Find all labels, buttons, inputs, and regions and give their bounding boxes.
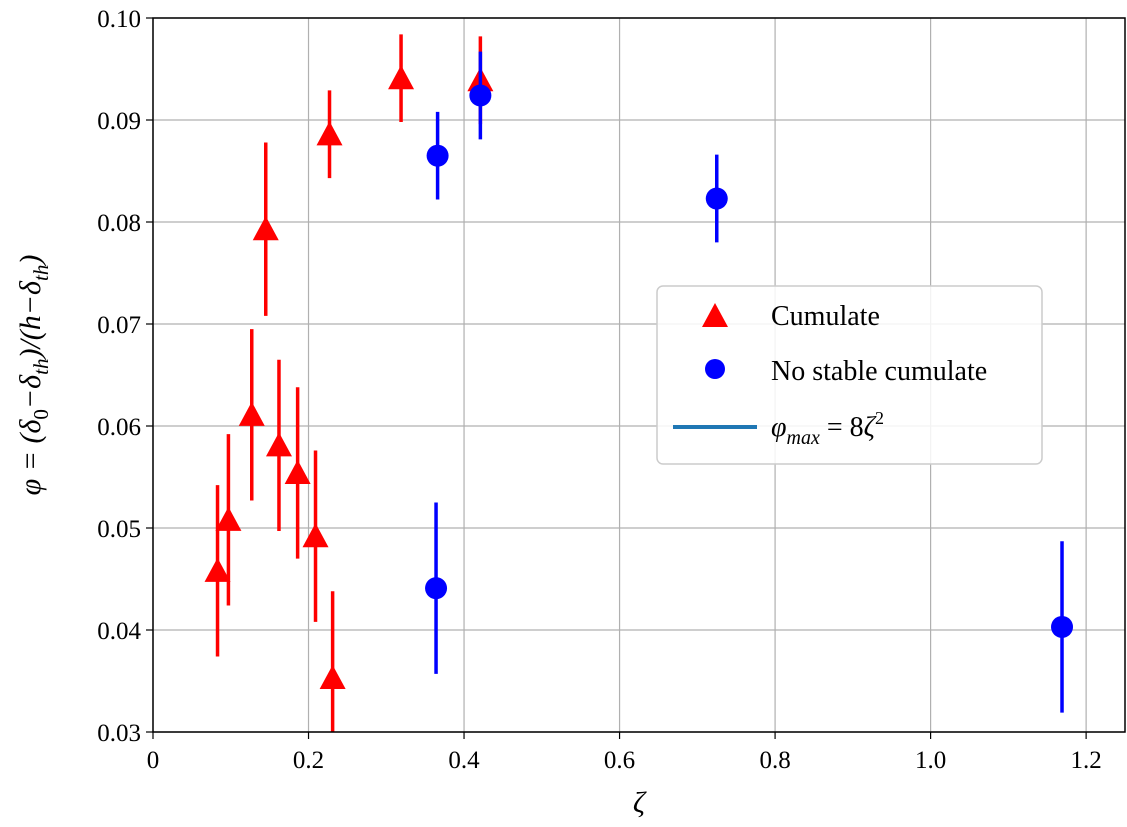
y-tick-label: 0.06	[97, 414, 141, 441]
y-tick-label: 0.07	[97, 312, 141, 339]
y-tick-label: 0.05	[97, 516, 141, 543]
cumulate-point	[252, 216, 279, 241]
legend-cumulate-marker	[702, 303, 728, 327]
x-tick-label: 0.8	[759, 747, 790, 774]
cumulate-point	[238, 401, 265, 426]
no-stable-cumulate-point	[469, 84, 492, 107]
no-stable-cumulate-point	[705, 187, 728, 210]
x-tick-label: 0	[147, 747, 160, 774]
no-stable-cumulate-point	[426, 144, 449, 167]
x-axis-title: ζ	[633, 786, 647, 819]
cumulate-point	[204, 557, 231, 582]
legend-curve-label: φmax = 8ζ2	[771, 408, 884, 449]
cumulate-point	[265, 432, 292, 457]
legend-box	[656, 285, 1043, 465]
cumulate-point	[284, 459, 311, 484]
legend: Cumulate No stable cumulate φmax = 8ζ2	[656, 285, 1043, 465]
legend-no-stable-label: No stable cumulate	[771, 356, 987, 387]
cumulate-point	[316, 121, 343, 146]
x-tick-label: 0.2	[293, 747, 324, 774]
no-stable-cumulate-point	[425, 577, 448, 600]
data-points	[204, 34, 1074, 732]
no-stable-cumulate-point	[1051, 615, 1074, 638]
legend-cumulate-label: Cumulate	[771, 301, 880, 332]
y-axis-title: φ = (δ0−δth)/(h−δth)	[14, 255, 53, 496]
cumulate-point	[388, 65, 415, 90]
y-tick-label: 0.09	[97, 108, 141, 135]
cumulate-point	[319, 664, 346, 689]
x-tick-label: 0.4	[448, 747, 480, 774]
x-tick-label: 1.0	[915, 747, 946, 774]
x-tick-label: 1.2	[1070, 747, 1101, 774]
plot-frame	[152, 17, 1126, 733]
axis-ticks: 0 0.2 0.4 0.6 0.8 1.0 1.2 0.03 0.04 0.05 0.06 0.07 0…	[97, 6, 1101, 774]
y-tick-label: 0.03	[97, 720, 141, 747]
legend-no-stable-marker	[705, 359, 725, 379]
y-tick-label: 0.10	[97, 6, 141, 33]
cumulate-point	[302, 523, 329, 548]
y-tick-label: 0.04	[97, 618, 141, 645]
x-tick-label: 0.6	[604, 747, 635, 774]
cumulate-point	[215, 506, 242, 531]
y-tick-label: 0.08	[97, 210, 141, 237]
